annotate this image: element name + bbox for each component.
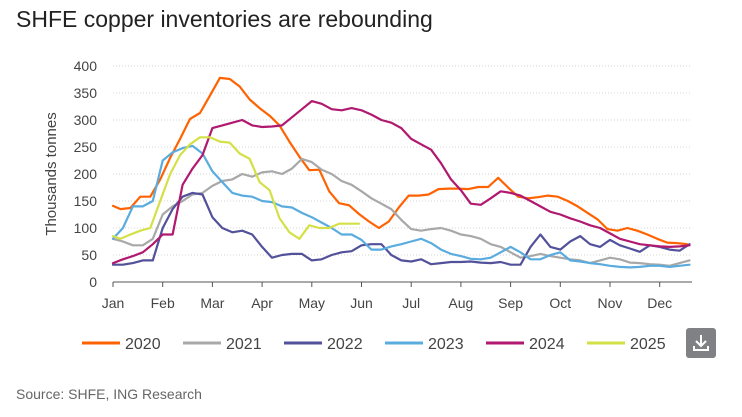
y-tick-label: 50 xyxy=(81,247,97,263)
x-tick-label: Sep xyxy=(498,295,523,311)
y-tick-label: 200 xyxy=(74,166,98,182)
x-tick-label: Apr xyxy=(251,295,273,311)
y-tick-label: 100 xyxy=(74,220,98,236)
chart-title: SHFE copper inventories are rebounding xyxy=(16,6,433,32)
series-line-2023 xyxy=(111,144,691,269)
legend-label-2023: 2023 xyxy=(428,336,464,353)
x-tick-label: Mar xyxy=(200,295,224,311)
x-tick-label: Jun xyxy=(350,295,373,311)
legend-label-2025: 2025 xyxy=(630,336,666,353)
y-axis-title: Thousands tonnes xyxy=(43,112,60,235)
x-tick-label: Oct xyxy=(549,295,571,311)
legend-label-2022: 2022 xyxy=(327,336,363,353)
download-button[interactable] xyxy=(686,328,716,358)
series-line-2024 xyxy=(111,99,691,265)
x-tick-label: Jan xyxy=(102,295,125,311)
y-tick-label: 300 xyxy=(74,112,98,128)
line-chart: 0 50 100 150 200 250 300 350 400 Jan Feb Mar Apr May J… xyxy=(43,58,692,353)
series-line-2022 xyxy=(111,191,691,266)
y-tick-label: 250 xyxy=(74,139,98,155)
y-tick-label: 0 xyxy=(89,274,97,290)
x-tick-label: Aug xyxy=(448,295,473,311)
y-tick-label: 400 xyxy=(74,58,98,74)
series-lines xyxy=(111,76,691,269)
gridlines xyxy=(113,65,692,256)
legend-label-2024: 2024 xyxy=(529,336,565,353)
y-tick-label: 350 xyxy=(74,85,98,101)
x-tick-label: May xyxy=(299,295,325,311)
y-tick-label: 150 xyxy=(74,193,98,209)
download-icon xyxy=(693,335,709,351)
series-line-2020 xyxy=(111,76,689,246)
x-tick-label: Feb xyxy=(151,295,175,311)
source-note: Source: SHFE, ING Research xyxy=(16,386,202,402)
series-line-2021 xyxy=(111,157,691,267)
legend: 2020 2021 2022 2023 2024 2025 xyxy=(82,336,666,353)
series-line-2025 xyxy=(111,136,361,240)
x-tick-label: Nov xyxy=(598,295,623,311)
axes: 0 50 100 150 200 250 300 350 400 Jan Feb Mar Apr May J… xyxy=(43,58,692,311)
x-tick-label: Dec xyxy=(647,295,672,311)
legend-label-2021: 2021 xyxy=(226,336,262,353)
legend-label-2020: 2020 xyxy=(125,336,161,353)
x-tick-label: Jul xyxy=(402,295,420,311)
